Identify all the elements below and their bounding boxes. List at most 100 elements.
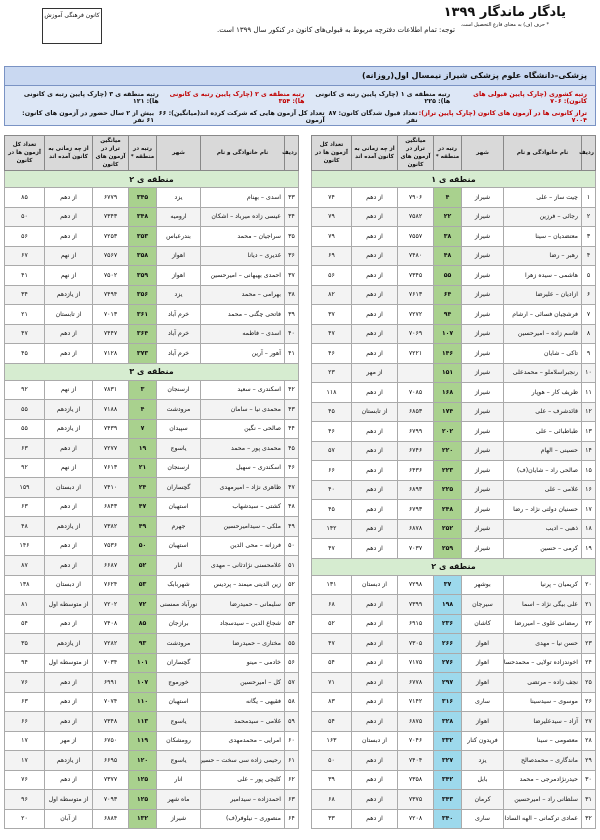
cell: ۷۲۲۱	[397, 343, 434, 364]
cell: ۳۵	[4, 633, 45, 654]
data-row: ۴۷ ظاهری نژاد – امیرمهدی گچساران ۲۴ ۷۴۱۰ از د…	[4, 477, 299, 498]
cell: ۶۶۹۵	[92, 750, 129, 771]
cell: یاسوج	[156, 750, 201, 771]
cell: ۷۹	[311, 206, 352, 227]
data-row: ۵۶ خادمی – مینو گچساران ۱۰۱ ۷۰۳۴ از متوسطه او…	[4, 652, 299, 673]
cell: ۳	[581, 226, 596, 247]
cell: ۴۰	[311, 479, 352, 500]
cell: ۷۳۴۵	[397, 265, 434, 286]
data-row: ۵۷ کل – امیرحسین خورموج ۱۰۷ ۶۹۹۱ از دهم ۷۶	[4, 672, 299, 693]
cell: ۱۷	[4, 730, 45, 751]
cell: شیراز	[461, 460, 504, 481]
cell: ارسنجان	[156, 379, 201, 400]
cell: ۱۴۶	[4, 535, 45, 556]
cell: یاسوج	[156, 711, 201, 732]
data-row: ۳۰ حیدرنژادمرجی – محمد بابل ۳۴۲ ۷۳۵۸ از دهم ۳۹	[311, 769, 596, 790]
cell: ۷۱۸۸	[92, 399, 129, 420]
data-row: ۲۴ اخوندزاده تولایی – محمدحسام اهواز ۲۷۶ ۷۱۷…	[311, 652, 596, 673]
data-row: ۵۹ غلامی – سیدمحمد یاسوج ۱۱۳ ۷۳۴۸ از دهم ۶۶	[4, 711, 299, 732]
data-row: ۶۳ احمدزاده – سیدامیر ماه شهر ۱۲۵ ۷۰۹۳ از متو…	[4, 789, 299, 810]
cell: از دهم	[44, 613, 93, 634]
cell: حیدرنژادمرجی – محمد	[503, 769, 582, 790]
cell: ۱۳	[581, 421, 596, 442]
cell: ۸۵	[4, 187, 45, 208]
cell: از دبستان	[351, 730, 398, 751]
cell: ۴۸	[284, 496, 299, 517]
cell: از دهم	[351, 750, 398, 771]
cell: ۳۴۸	[128, 206, 157, 227]
summary-item: رتبه منطقه ی ۳ (چارک پایین رتبه ی کانونی…	[23, 91, 159, 105]
cell: عیسی زاده میرباد – اشکان	[200, 206, 285, 227]
cell: سراجیان – محمد	[200, 226, 285, 247]
cell: قاسم زاده – امیرحسین	[503, 323, 582, 344]
cell: شیراز	[461, 304, 504, 325]
cell: ۲۴	[581, 652, 596, 673]
cell: ۴۵	[284, 438, 299, 459]
cell: ۷۴۰۸	[92, 613, 129, 634]
cell: ۲۲	[581, 613, 596, 634]
cell: احمدزاده – سیدامیر	[200, 789, 285, 810]
cell: ۶۳	[284, 789, 299, 810]
cell: ۷۹۰۶	[397, 187, 434, 208]
cell: ۳۱	[581, 789, 596, 810]
cell: از دهم	[44, 226, 93, 247]
cell: بوشهر	[461, 574, 504, 595]
cell: ۱۵۱	[433, 362, 462, 383]
data-row: ۴۹ ملکی – سیدامیرحسین جهرم ۴۹ ۷۳۸۲ از یازدهم ۴…	[4, 516, 299, 537]
cell: ۳۲۸	[433, 711, 462, 732]
cell: سلیمانی – حمیدرضا	[200, 594, 285, 615]
cell: ۵۵	[4, 418, 45, 439]
cell: آزاد – سیدعلیرضا	[503, 711, 582, 732]
cell: ۸۱	[4, 594, 45, 615]
cell: ۸۲	[311, 284, 352, 305]
cell: از دبستان	[44, 574, 93, 595]
cell: ۷۲۸۲	[92, 633, 129, 654]
cell: ۷۶	[4, 769, 45, 790]
cell: ۱۰	[581, 362, 596, 383]
cell: ۴۷	[311, 633, 352, 654]
column-header: رتبه در منطقه *	[128, 135, 157, 171]
cell: ۵۲	[128, 555, 157, 576]
cell: ۳۴۵	[128, 187, 157, 208]
cell: ۶۸۵۳	[397, 401, 434, 422]
cell: ۹	[581, 343, 596, 364]
cell: ۳۵۸	[128, 245, 157, 266]
data-row: ۲۰ کریمیان – پرنیا بوشهر ۳۷ ۷۲۹۸ از دبستان ۱۳۱	[311, 574, 596, 595]
cell: ۲۹	[581, 750, 596, 771]
cell: ۲۰	[4, 808, 45, 829]
data-row: ۶۰ امرایی – محمدمهدی رومشکان ۱۱۹ ۶۷۵۰ از مهر ۱…	[4, 730, 299, 751]
cell: احمدی بهبهانی – امیرحسین	[200, 265, 285, 286]
cell: ۴۶	[311, 343, 352, 364]
data-row: ۸ قاسم زاده – امیرحسین شیراز ۱۰۷ ۷۰۶۹ از دهم ۴…	[311, 323, 596, 344]
cell: از متوسطه اول	[44, 594, 93, 615]
cell: ۲۳۶	[433, 613, 462, 634]
data-row: ۱۷ حسنیان دولتی نژاد – رضا شیراز ۲۴۸ ۶۷۹۳ از …	[311, 499, 596, 520]
cell: ۵۰	[128, 535, 157, 556]
cell: ۳۴	[284, 206, 299, 227]
cell: شیراز	[461, 187, 504, 208]
data-row: ۷ فرشچیان فسائی – ارشام شیراز ۹۴ ۷۲۷۲ از دهم ۳…	[311, 304, 596, 325]
section-title: منطقه ی ۲	[311, 557, 596, 576]
cell: ۶۸۴۳	[92, 496, 129, 517]
data-row: ۵۴ شجاع الدین – سیدسجاد برازجان ۸۵ ۷۴۰۸ از ده…	[4, 613, 299, 634]
cell: ۲۲۳	[433, 460, 462, 481]
cell: ۹۲	[4, 457, 45, 478]
cell: خرم آباد	[156, 343, 201, 364]
cell: ۷۵۰۲	[92, 265, 129, 286]
data-row: ۱ چیت ساز – علی شیراز ۴ ۷۹۰۶ از دهم ۷۴	[311, 187, 596, 208]
cell: رجائی – فرزین	[503, 206, 582, 227]
cell: ۱۴	[581, 440, 596, 461]
cell: ۴۷	[4, 323, 45, 344]
cell: ۱۱	[581, 382, 596, 403]
cell: ۱۳۸	[4, 574, 45, 595]
data-row: ۳۸ بهرامی – محمد یزد ۳۵۶ ۷۴۹۴ از یازدهم ۳۴	[4, 284, 299, 305]
data-row: ۱۰ رنجبراسلاملو – محمدعلی شیراز ۱۵۱ از مهر ۲۳	[311, 362, 596, 383]
cell: از دهم	[351, 499, 398, 520]
data-row: ۱۱ ظریف کار – هوپار شیراز ۱۶۸ ۷۰۸۵ از دهم ۱۱۸	[311, 382, 596, 403]
cell: غلامحسنی نژادثانی – مهدی	[200, 555, 285, 576]
cell: ۶۸	[311, 594, 352, 615]
cell: از دهم	[44, 691, 93, 712]
cell: جهرم	[156, 516, 201, 537]
cell: رنجبراسلاملو – محمدعلی	[503, 362, 582, 383]
cell: ۳۱۶	[433, 691, 462, 712]
